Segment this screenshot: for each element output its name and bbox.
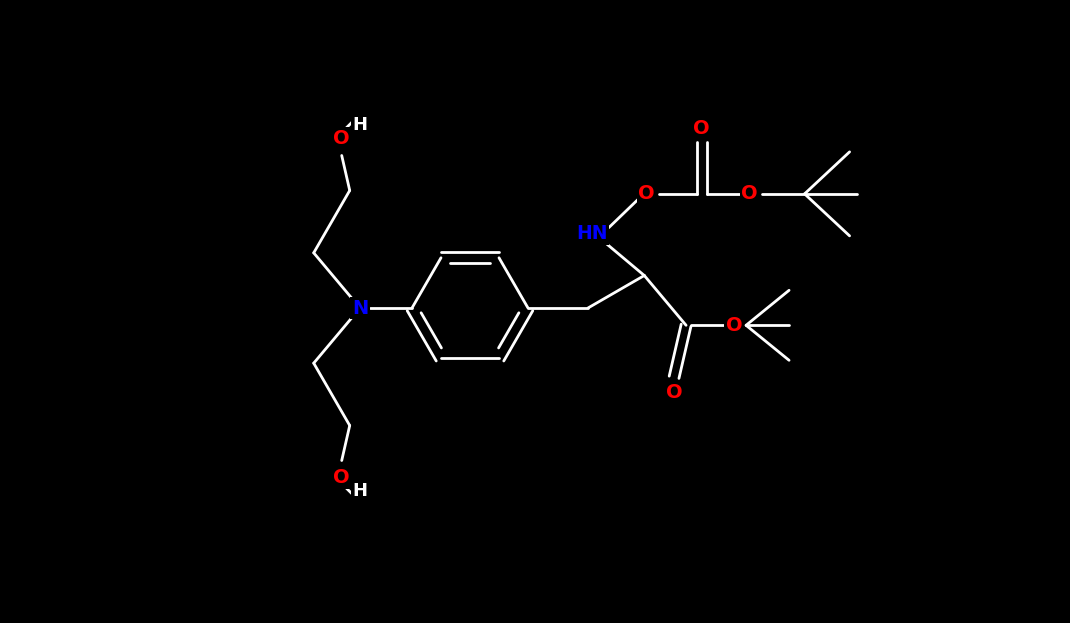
Text: O: O bbox=[742, 184, 758, 203]
Text: H: H bbox=[352, 482, 367, 500]
Text: O: O bbox=[725, 316, 743, 335]
Text: O: O bbox=[666, 383, 683, 402]
Text: O: O bbox=[334, 468, 350, 487]
Text: H: H bbox=[352, 117, 367, 135]
Text: HN: HN bbox=[576, 224, 608, 243]
Text: O: O bbox=[334, 129, 350, 148]
Text: N: N bbox=[352, 298, 368, 318]
Text: O: O bbox=[639, 184, 655, 203]
Text: O: O bbox=[693, 120, 709, 138]
